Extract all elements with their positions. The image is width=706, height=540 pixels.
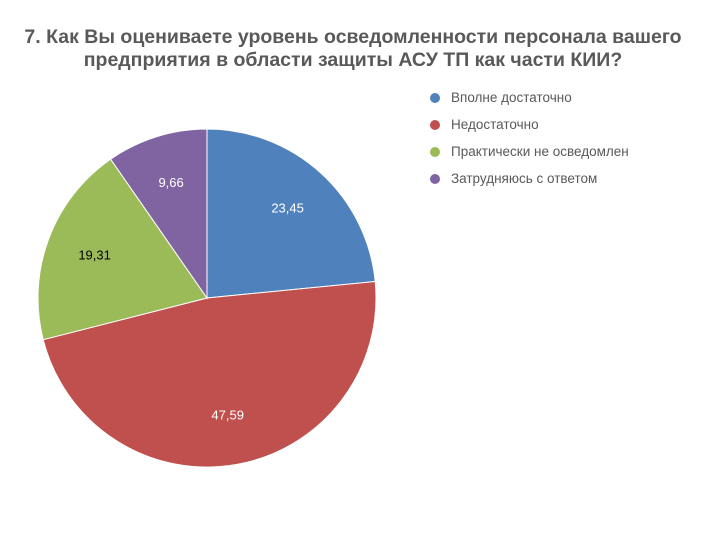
data-label-fully-sufficient: 23,45 xyxy=(271,201,304,216)
data-label-insufficient: 47,59 xyxy=(211,408,244,423)
legend-marker-icon xyxy=(430,119,440,130)
legend-label: Затрудняюсь с ответом xyxy=(451,171,598,186)
legend-marker-icon xyxy=(430,173,440,184)
pie-slice-practically-unaware xyxy=(37,158,208,341)
pie-slice-insufficient xyxy=(42,280,377,468)
legend-item-fully-sufficient: Вполне достаточно xyxy=(430,84,629,111)
legend-item-practically-unaware: Практически не осведомлен xyxy=(430,138,629,165)
legend-label: Недостаточно xyxy=(451,117,539,132)
chart-title-line-2: предприятия в области защиты АСУ ТП как … xyxy=(83,49,623,71)
legend-marker-icon xyxy=(430,92,440,103)
chart-title: 7. Как Вы оцениваете уровень осведомленн… xyxy=(0,26,706,72)
data-label-practically-unaware: 19,31 xyxy=(78,247,111,262)
chart-legend: Вполне достаточно Недостаточно Практичес… xyxy=(430,84,629,192)
pie-slice-hard-to-answer xyxy=(109,128,208,300)
data-label-hard-to-answer: 9,66 xyxy=(158,175,183,190)
legend-marker-icon xyxy=(430,146,440,157)
legend-item-insufficient: Недостаточно xyxy=(430,111,629,138)
legend-item-hard-to-answer: Затрудняюсь с ответом xyxy=(430,165,629,192)
legend-label: Вполне достаточно xyxy=(451,90,572,105)
legend-label: Практически не осведомлен xyxy=(451,144,629,159)
chart-title-line-1: 7. Как Вы оцениваете уровень осведомленн… xyxy=(24,26,682,48)
pie-slice-fully-sufficient xyxy=(206,128,376,299)
